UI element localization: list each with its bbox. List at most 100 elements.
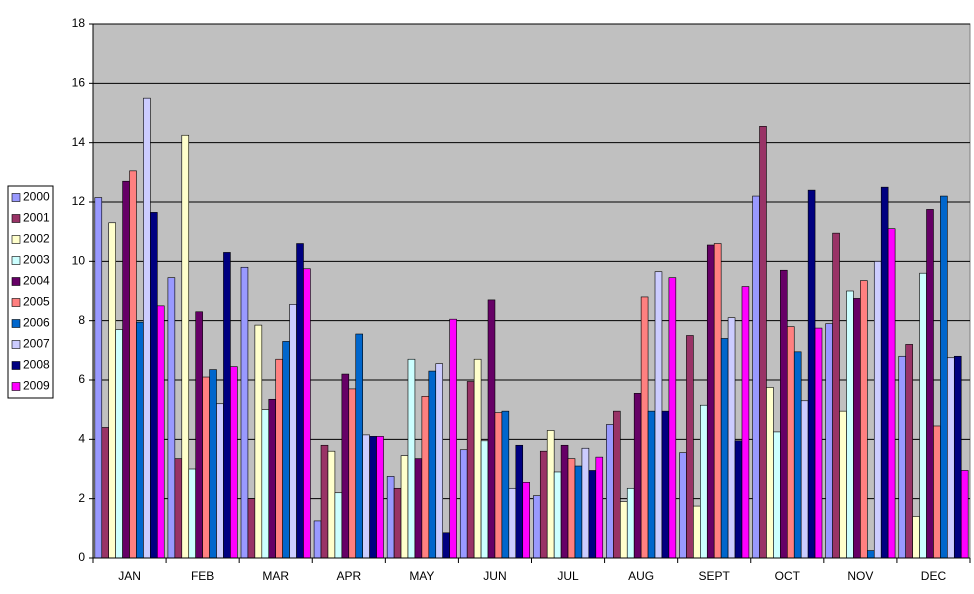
bar xyxy=(867,550,875,559)
bar xyxy=(546,430,555,559)
bar xyxy=(369,436,377,559)
bar xyxy=(752,195,760,559)
bar xyxy=(414,458,423,559)
bar xyxy=(320,444,329,559)
bar xyxy=(700,404,708,559)
y-tick-label: 2 xyxy=(78,491,85,505)
bar xyxy=(905,344,913,559)
bar xyxy=(261,409,270,559)
bar xyxy=(143,97,151,559)
legend-swatch xyxy=(11,214,21,223)
bar xyxy=(814,327,823,559)
bar xyxy=(442,532,450,559)
legend-swatch xyxy=(11,340,21,349)
bar xyxy=(421,396,430,559)
bar xyxy=(793,351,802,559)
legend-label: 2000 xyxy=(23,190,50,204)
x-tick-label: AUG xyxy=(628,569,654,583)
y-tick-label: 4 xyxy=(78,432,85,446)
bar xyxy=(560,444,569,559)
bar xyxy=(940,195,948,559)
bar xyxy=(553,471,562,559)
y-tick-label: 12 xyxy=(72,194,86,208)
bar xyxy=(494,412,503,559)
bar xyxy=(720,338,729,559)
bar xyxy=(466,381,475,559)
bar xyxy=(376,436,384,559)
bar xyxy=(209,369,217,559)
bar xyxy=(428,370,437,559)
bar xyxy=(807,189,816,559)
bar xyxy=(860,280,868,559)
legend-label: 2003 xyxy=(23,253,50,267)
bar xyxy=(574,465,583,559)
bar xyxy=(953,355,962,559)
bar xyxy=(501,410,510,559)
bar xyxy=(926,209,934,559)
bar xyxy=(800,400,809,559)
bar xyxy=(407,358,416,559)
bar xyxy=(626,487,635,559)
bar xyxy=(393,487,402,559)
bar xyxy=(515,444,524,559)
bar xyxy=(947,357,955,559)
x-tick-label: JAN xyxy=(118,569,141,583)
bar xyxy=(362,434,370,559)
bar xyxy=(129,170,137,559)
bar xyxy=(216,403,224,559)
legend-label: 2001 xyxy=(23,211,50,225)
bar xyxy=(668,277,677,559)
bar xyxy=(275,358,283,559)
bar xyxy=(400,455,409,559)
bar xyxy=(727,317,736,559)
bar xyxy=(693,505,701,559)
bar xyxy=(919,272,927,559)
x-tick-label: APR xyxy=(336,569,361,583)
legend-label: 2002 xyxy=(23,232,50,246)
bar xyxy=(247,498,256,559)
bar xyxy=(240,266,249,559)
bar xyxy=(150,212,158,559)
x-tick-label: OCT xyxy=(775,569,801,583)
y-tick-label: 14 xyxy=(72,135,86,149)
x-tick-label: JUL xyxy=(557,569,579,583)
y-tick-label: 6 xyxy=(78,372,85,386)
bar xyxy=(647,410,656,559)
bar xyxy=(825,323,833,559)
bar xyxy=(606,424,614,559)
bar xyxy=(289,304,297,559)
bar xyxy=(101,427,110,559)
legend-swatch xyxy=(11,382,21,391)
bar xyxy=(136,321,144,559)
x-tick-label: SEPT xyxy=(699,569,731,583)
bar xyxy=(174,458,183,559)
bar xyxy=(661,410,670,559)
bar xyxy=(679,452,687,559)
bar xyxy=(786,326,795,559)
bar xyxy=(303,268,311,559)
bar xyxy=(640,296,649,559)
y-tick-label: 0 xyxy=(78,550,85,564)
legend-swatch xyxy=(11,256,21,265)
bar xyxy=(508,487,517,559)
bar xyxy=(435,363,444,559)
legend-swatch xyxy=(11,361,21,370)
bar xyxy=(341,373,350,559)
plot-area xyxy=(92,23,971,559)
bar xyxy=(122,180,130,559)
bar xyxy=(960,470,969,559)
legend-label: 2007 xyxy=(23,337,50,351)
bar xyxy=(773,431,781,559)
bar xyxy=(853,298,861,559)
legend-label: 2005 xyxy=(23,295,50,309)
y-tick-label: 8 xyxy=(78,313,85,327)
bar xyxy=(880,186,889,559)
bar xyxy=(654,271,663,559)
bar xyxy=(912,516,920,559)
bar xyxy=(115,329,123,559)
bar xyxy=(223,252,231,559)
y-tick-label: 10 xyxy=(72,254,86,268)
bar xyxy=(167,277,176,559)
x-tick-label: FEB xyxy=(191,569,214,583)
bar xyxy=(613,410,621,559)
